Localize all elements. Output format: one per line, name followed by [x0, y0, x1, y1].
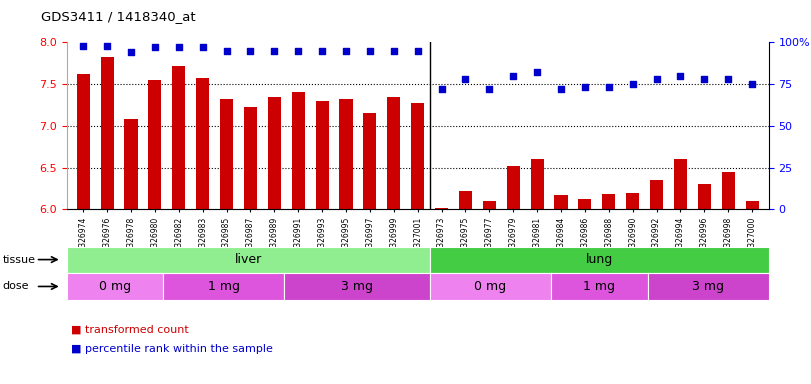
Bar: [77, 74, 90, 209]
Point: [125, 49, 138, 55]
Bar: [196, 78, 209, 209]
Point: [603, 84, 616, 90]
Point: [530, 69, 543, 75]
Text: 1 mg: 1 mg: [583, 280, 616, 293]
Point: [411, 48, 424, 54]
Point: [315, 48, 328, 54]
Point: [388, 48, 401, 54]
Bar: [507, 166, 520, 209]
Point: [578, 84, 591, 90]
Point: [101, 43, 114, 49]
Point: [340, 48, 353, 54]
Point: [674, 73, 687, 79]
Point: [244, 48, 257, 54]
Point: [292, 48, 305, 54]
Point: [363, 48, 376, 54]
Text: dose: dose: [2, 281, 29, 291]
Bar: [745, 201, 758, 209]
Bar: [697, 184, 711, 209]
Bar: [387, 96, 401, 209]
Text: 1 mg: 1 mg: [208, 280, 240, 293]
Text: liver: liver: [234, 253, 262, 266]
Text: ■ transformed count: ■ transformed count: [71, 324, 188, 334]
Point: [555, 86, 568, 92]
Bar: [220, 99, 233, 209]
Point: [268, 48, 281, 54]
Bar: [674, 159, 687, 209]
Point: [148, 44, 161, 50]
Text: ■ percentile rank within the sample: ■ percentile rank within the sample: [71, 344, 272, 354]
Bar: [555, 195, 568, 209]
Point: [172, 44, 185, 50]
Point: [745, 81, 758, 87]
Bar: [244, 108, 257, 209]
Text: 3 mg: 3 mg: [341, 280, 373, 293]
Bar: [268, 96, 281, 209]
Bar: [459, 191, 472, 209]
Point: [626, 81, 639, 87]
Point: [435, 86, 448, 92]
Text: tissue: tissue: [2, 255, 36, 265]
Bar: [603, 194, 616, 209]
Bar: [340, 99, 353, 209]
Text: 0 mg: 0 mg: [99, 280, 131, 293]
Bar: [650, 180, 663, 209]
Bar: [101, 57, 114, 209]
Point: [650, 76, 663, 82]
Text: GDS3411 / 1418340_at: GDS3411 / 1418340_at: [41, 10, 195, 23]
Point: [483, 86, 496, 92]
Bar: [483, 201, 496, 209]
Bar: [172, 66, 186, 209]
Bar: [315, 101, 328, 209]
Point: [507, 73, 520, 79]
Point: [77, 43, 90, 49]
Text: 0 mg: 0 mg: [474, 280, 506, 293]
Bar: [722, 172, 735, 209]
Point: [722, 76, 735, 82]
Point: [697, 76, 710, 82]
Bar: [578, 199, 591, 209]
Bar: [292, 92, 305, 209]
Bar: [626, 193, 639, 209]
Bar: [411, 103, 424, 209]
Bar: [148, 80, 161, 209]
Point: [459, 76, 472, 82]
Text: 3 mg: 3 mg: [693, 280, 724, 293]
Point: [220, 48, 233, 54]
Point: [196, 44, 209, 50]
Bar: [363, 113, 376, 209]
Bar: [530, 159, 543, 209]
Bar: [435, 208, 448, 209]
Text: lung: lung: [586, 253, 613, 266]
Bar: [124, 119, 138, 209]
